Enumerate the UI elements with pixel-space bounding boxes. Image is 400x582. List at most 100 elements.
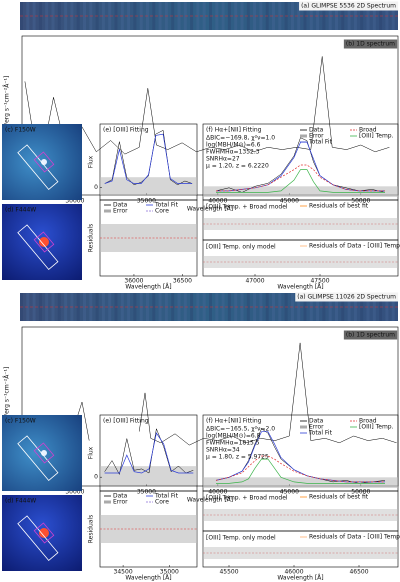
noise [372,2,376,30]
slit-center [33,231,55,253]
noise [108,2,112,30]
noise [57,2,61,30]
y-axis-label: Flux [88,446,95,459]
noise [152,2,156,30]
error-band [100,177,197,195]
axes-frame [202,530,399,568]
slit-center [33,151,55,173]
legend-label: Error [113,499,128,506]
y-axis-label: Flux [88,155,95,168]
x-tick-label: 36500 [173,278,192,285]
noise [127,293,131,321]
annotation: μ = 1.80, z = 5.9725 [206,454,269,461]
residual-error-band [203,547,398,559]
annotation: SNRHα=27 [206,156,240,163]
legend-label: Total Fit [308,430,333,437]
spectrum-line [216,169,385,193]
noise [391,2,395,30]
legend-label: Data [113,493,128,500]
noise [76,2,80,30]
x-tick-label: 45500 [219,569,238,576]
legend-label: Data [309,418,324,425]
noise [133,293,137,321]
x-tick-label: 40000 [208,489,227,496]
spectrum-line [104,129,193,186]
spectrum-line [104,427,194,476]
x-tick-label: 46500 [349,569,368,576]
noise [51,2,55,30]
legend-swatch [300,134,307,138]
annotation: FWHMHα=1352.3 [206,149,260,156]
annotation: ΔBIC=−165.5, χ²ν=2.0 [206,426,275,433]
legend-label: Residuals of best fit [309,494,369,501]
noise [227,293,231,321]
x-tick-label: 46000 [284,569,303,576]
x-axis-label: Wavelength [Å] [277,575,323,582]
noise [76,293,80,321]
noise [177,293,181,321]
slit-center [33,442,55,464]
legend-label: Error [309,133,324,140]
x-tick-label: 47500 [310,278,329,285]
legend-label: Residuals of Data - [OIII] Temp. [309,534,400,541]
annotation: SNRHα=34 [206,447,240,454]
panel-title: (e) [OIII] Fitting [103,418,149,425]
image-title: (d) F444W [5,498,36,505]
title-box [295,292,399,302]
subpanel-title: [OIII] Temp. only model [206,244,276,251]
noise [253,2,257,30]
noise [152,293,156,321]
noise [202,293,206,321]
annotation: log(MBH/M⊙)=6.6 [206,142,261,149]
slit [17,144,59,190]
legend-label: [OIII] Temp. [359,133,394,140]
legend-label: [OIII] Temp. [359,424,394,431]
residual-error-band [203,256,398,268]
noise [127,2,131,30]
noise [221,293,225,321]
spectrum-line [138,342,397,446]
noise [297,2,301,30]
spectrum-line [104,432,194,474]
legend-label: Core [155,499,169,506]
noise [347,2,351,30]
subpanel-title: [OIII] Temp. only model [206,535,276,542]
noise [366,2,370,30]
spectrum-line [215,428,386,484]
legend-label: Total Fit [154,202,179,209]
noise [272,2,275,30]
slit-center [33,522,55,544]
noise [278,293,282,321]
legend-label: Error [309,424,324,431]
title-box [343,39,398,49]
noise [322,2,326,30]
title-box [343,330,398,340]
noise [108,293,112,321]
legend-label: Total Fit [308,139,333,146]
legend-label: Data [113,202,128,209]
spectrum-line [104,133,193,184]
legend-swatch [300,425,307,429]
spectrum-line [215,455,385,483]
x-axis-label: Wavelength [Å] [125,284,171,291]
x-tick-label: 35000 [137,198,156,205]
image-title: (c) F150W [5,418,36,425]
noise [272,293,275,321]
x-tick-label: 30000 [65,489,84,496]
image-title: (c) F150W [5,127,36,134]
noise [372,293,376,321]
image-title: (d) F444W [5,207,36,214]
panel-title: (a) GLIMPSE 5536 2D Spectrum [301,3,396,10]
legend-label: Residuals of Data - [OIII] Temp. [309,243,400,250]
noise [177,2,181,30]
x-tick-label: 45000 [280,198,299,205]
y-tick-label: 0 [94,184,98,191]
panel-title: (e) [OIII] Fitting [103,127,149,134]
noise [278,2,282,30]
legend-label: Broad [359,127,377,134]
x-tick-label: 35000 [137,489,156,496]
panel-title: (f) Hα+[NII] Fitting [206,418,262,425]
spectrum-line [216,164,385,192]
panel-title: (a) GLIMPSE 11026 2D Spectrum [297,294,396,301]
panel-title: (f) Hα+[NII] Fitting [206,127,262,134]
